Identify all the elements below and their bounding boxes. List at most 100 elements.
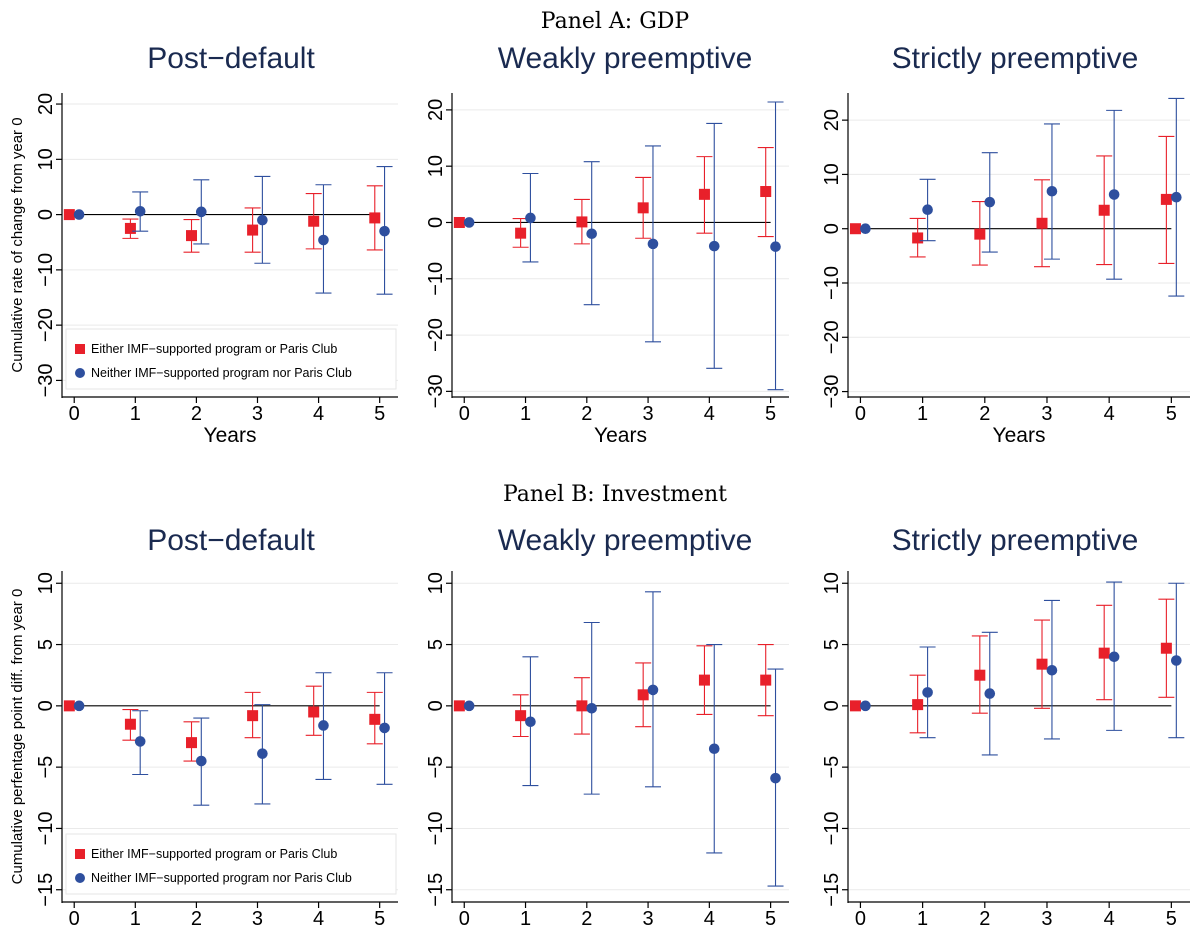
x-tick-label: 3	[1041, 908, 1052, 930]
legend-label-b: Neither IMF−supported program nor Paris …	[91, 366, 352, 380]
y-tick-label: −10	[35, 253, 57, 287]
data-point-circle	[922, 687, 933, 698]
data-point-square	[186, 230, 198, 242]
x-tick-label: 1	[520, 908, 531, 930]
y-tick-label: 20	[425, 99, 447, 121]
data-point-circle	[708, 743, 720, 755]
data-point-circle	[586, 703, 598, 714]
x-tick-label: 1	[520, 403, 531, 425]
data-point-square	[698, 674, 710, 686]
y-axis-title: Cumulative rate of change from year 0	[9, 117, 26, 372]
y-tick-label: −15	[35, 873, 57, 907]
legend: Either IMF−supported program or Paris Cl…	[65, 328, 397, 390]
y-tick-label: −30	[425, 374, 447, 408]
data-point-square	[453, 216, 465, 228]
data-point-square	[849, 223, 861, 235]
x-tick-label: 4	[313, 908, 324, 930]
data-point-square	[760, 674, 772, 686]
legend-box	[65, 833, 397, 895]
plot-title: Strictly preemptive	[892, 42, 1139, 75]
data-point-circle	[1171, 655, 1182, 666]
data-point-square	[515, 227, 527, 239]
y-tick-label: −10	[35, 811, 57, 845]
x-tick-label: 4	[313, 403, 324, 425]
y-tick-label: 10	[35, 148, 57, 170]
data-point-square	[974, 228, 986, 240]
y-tick-label: 5	[35, 639, 57, 650]
data-point-circle	[647, 684, 659, 696]
data-point-circle	[73, 700, 85, 712]
data-point-circle	[318, 234, 329, 246]
y-tick-label: −20	[35, 308, 57, 342]
data-point-circle	[1108, 651, 1120, 663]
x-axis-title: Years	[204, 424, 257, 447]
legend-box	[65, 328, 397, 390]
legend-label-a: Either IMF−supported program or Paris Cl…	[91, 342, 337, 356]
plot-title: Weakly preemptive	[498, 42, 753, 75]
data-point-square	[1160, 193, 1172, 205]
data-point-circle	[860, 223, 871, 235]
legend-circle-marker	[75, 873, 85, 883]
y-tick-label: −20	[425, 318, 447, 352]
x-tick-label: 1	[130, 908, 141, 930]
x-tick-label: 2	[581, 908, 592, 930]
y-tick-label: 10	[821, 163, 843, 185]
data-point-circle	[1108, 189, 1120, 200]
x-tick-label: 2	[191, 908, 202, 930]
data-point-circle	[770, 772, 781, 784]
data-point-circle	[1046, 665, 1058, 676]
y-tick-label: 20	[821, 109, 843, 131]
legend-square-marker	[75, 344, 85, 354]
y-tick-label: 0	[425, 217, 447, 228]
data-point-square	[1036, 217, 1048, 229]
data-point-square	[760, 186, 772, 198]
data-point-square	[1098, 204, 1110, 216]
data-point-square	[369, 212, 381, 224]
data-point-circle	[770, 241, 781, 252]
data-point-circle	[922, 204, 933, 216]
data-point-square	[1098, 647, 1110, 659]
data-point-square	[974, 669, 986, 681]
legend-label-b: Neither IMF−supported program nor Paris …	[91, 871, 352, 885]
y-tick-label: 0	[35, 209, 57, 220]
y-tick-label: −30	[35, 363, 57, 397]
y-tick-label: −15	[821, 873, 843, 907]
x-tick-label: 4	[704, 908, 715, 930]
x-tick-label: 0	[69, 403, 80, 425]
plot-title: Post−default	[147, 524, 315, 557]
data-point-square	[124, 222, 136, 234]
data-point-square	[698, 188, 710, 200]
data-point-circle	[984, 196, 996, 208]
panel-a-title: Panel A: GDP	[541, 9, 690, 34]
x-tick-label: 3	[252, 403, 263, 425]
x-tick-label: 2	[191, 403, 202, 425]
chart-panel: Strictly preemptive1050−5−10−15012345Yea…	[821, 524, 1190, 930]
x-tick-label: 0	[69, 908, 80, 930]
chart-panel: Post−default 20 10 0 −10 −20 −30 0 1 2 3 4 5 Years Cum…	[9, 42, 398, 447]
data-point-square	[63, 209, 75, 221]
data-point-square	[308, 215, 320, 227]
data-point-circle	[647, 238, 659, 250]
data-point-square	[576, 216, 588, 228]
plot-title: Weakly preemptive	[498, 524, 753, 557]
x-tick-label: 4	[704, 403, 715, 425]
data-point-square	[637, 689, 649, 701]
y-tick-label: −30	[821, 375, 843, 409]
data-point-circle	[525, 212, 536, 224]
y-tick-label: 5	[425, 639, 447, 650]
panel-b-title: Panel B: Investment	[503, 482, 727, 507]
y-tick-label: −20	[821, 320, 843, 354]
x-tick-label: 2	[979, 908, 990, 930]
x-tick-label: 1	[917, 403, 928, 425]
data-point-circle	[195, 755, 207, 767]
data-point-square	[369, 713, 381, 725]
data-point-square	[247, 224, 259, 236]
chart-panel: Post−default1050−5−10−15012345YearsCumul…	[9, 524, 398, 930]
data-point-circle	[379, 225, 390, 237]
data-point-circle	[379, 722, 390, 734]
data-point-circle	[525, 716, 536, 728]
x-tick-label: 5	[1166, 403, 1177, 425]
